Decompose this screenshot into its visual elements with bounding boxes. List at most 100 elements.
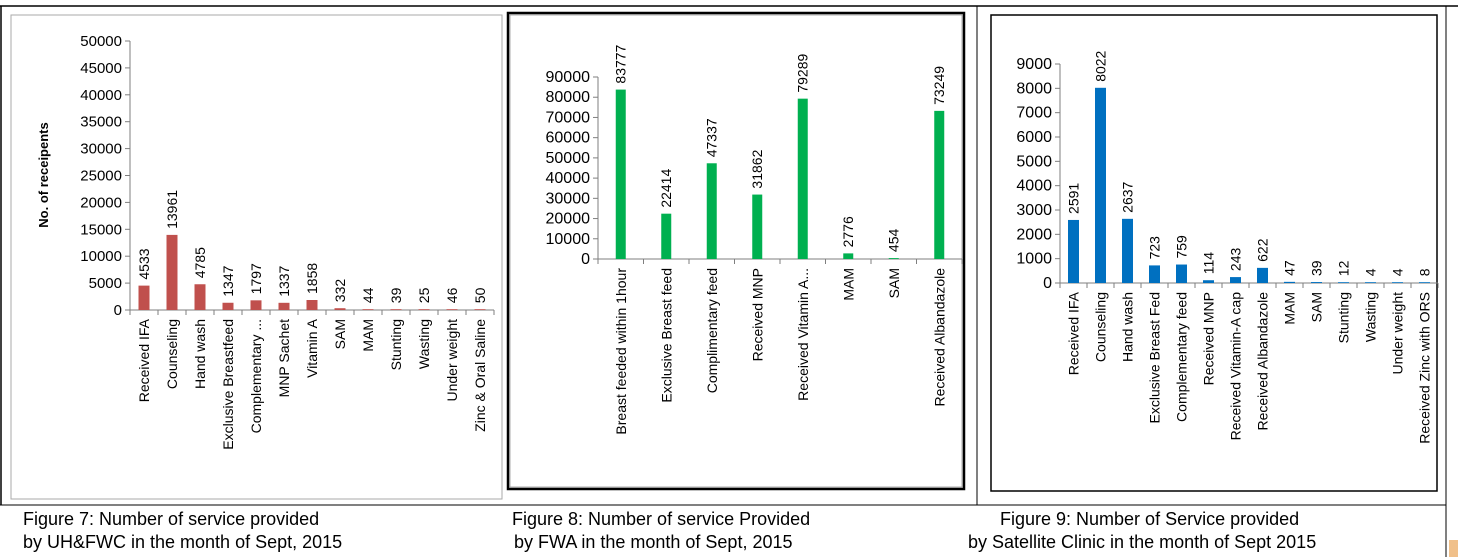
data-label: 31862 bbox=[749, 149, 765, 188]
bar bbox=[1284, 281, 1295, 283]
bar bbox=[1230, 277, 1241, 283]
data-label: 4533 bbox=[136, 248, 152, 279]
category-label: Under weight bbox=[444, 319, 460, 402]
data-label: 4785 bbox=[192, 247, 208, 278]
y-tick-label: 30000 bbox=[546, 190, 591, 207]
corner-mark bbox=[1449, 540, 1458, 557]
category-label: Stunting bbox=[1336, 292, 1352, 343]
y-tick-label: 10000 bbox=[546, 231, 591, 248]
bar bbox=[1365, 282, 1376, 283]
bar bbox=[1068, 219, 1079, 283]
bar bbox=[1095, 87, 1106, 283]
category-label: Received Vitamin A... bbox=[795, 268, 811, 401]
y-tick-label: 5000 bbox=[1016, 153, 1052, 170]
bar bbox=[166, 234, 178, 310]
bar bbox=[1257, 267, 1268, 283]
category-label: Received Albandazole bbox=[1255, 292, 1271, 431]
bar bbox=[1311, 282, 1322, 283]
data-label: 13961 bbox=[164, 190, 180, 229]
figure-7-caption-line-2: by UH&FWC in the month of Sept, 2015 bbox=[23, 532, 343, 552]
y-tick-label: 45000 bbox=[80, 60, 122, 77]
bar bbox=[843, 253, 854, 259]
bar bbox=[752, 194, 763, 259]
y-tick-label: 25000 bbox=[80, 168, 122, 185]
category-label: Complimentary feed bbox=[704, 268, 720, 393]
data-label: 723 bbox=[1147, 236, 1163, 260]
y-tick-label: 9000 bbox=[1016, 56, 1052, 73]
bar bbox=[888, 258, 899, 259]
data-label: 39 bbox=[1309, 260, 1325, 276]
category-label: Received Vitamin-A cap bbox=[1228, 292, 1244, 441]
y-tick-label: 1000 bbox=[1016, 251, 1052, 268]
category-label: MNP Sachet bbox=[276, 319, 292, 397]
category-label: Exclusive Breast feed bbox=[658, 268, 674, 403]
data-label: 622 bbox=[1255, 238, 1271, 262]
category-label: SAM bbox=[886, 268, 902, 298]
bar bbox=[661, 213, 672, 259]
data-label: 8 bbox=[1417, 268, 1433, 276]
data-label: 2637 bbox=[1120, 181, 1136, 212]
data-label: 4 bbox=[1363, 268, 1379, 276]
data-label: 79289 bbox=[795, 54, 811, 93]
bar bbox=[934, 110, 945, 260]
data-label: 759 bbox=[1174, 235, 1190, 259]
figure-8-caption-line-2: by FWA in the month of Sept, 2015 bbox=[514, 532, 793, 552]
y-tick-label: 4000 bbox=[1016, 178, 1052, 195]
category-label: Received IFA bbox=[1066, 291, 1082, 375]
bar bbox=[1203, 280, 1214, 283]
y-tick-label: 40000 bbox=[546, 170, 591, 187]
data-label: 22414 bbox=[658, 169, 674, 208]
bar bbox=[222, 302, 234, 310]
y-tick-label: 40000 bbox=[80, 87, 122, 104]
category-label: SAM bbox=[332, 319, 348, 349]
y-tick-label: 90000 bbox=[546, 69, 591, 86]
y-tick-label: 7000 bbox=[1016, 105, 1052, 122]
category-label: Received Albandazole bbox=[931, 268, 947, 407]
category-label: Complementary feed bbox=[1174, 292, 1190, 422]
figure-8-caption: Figure 8: Number of service Provided by … bbox=[512, 508, 810, 554]
category-label: MAM bbox=[360, 319, 376, 352]
y-tick-label: 6000 bbox=[1016, 129, 1052, 146]
category-label: Received Zinc with ORS bbox=[1417, 292, 1433, 444]
category-label: Counseling bbox=[164, 319, 180, 389]
data-label: 46 bbox=[444, 287, 460, 303]
y-tick-label: 50000 bbox=[80, 33, 122, 50]
bar bbox=[418, 309, 430, 310]
category-label: Hand wash bbox=[192, 319, 208, 389]
bar bbox=[706, 163, 717, 259]
category-label: Zinc & Oral Saline bbox=[472, 319, 488, 432]
data-label: 8022 bbox=[1093, 50, 1109, 81]
y-tick-label: 0 bbox=[114, 302, 122, 319]
bar bbox=[1419, 282, 1430, 283]
data-label: 73249 bbox=[931, 66, 947, 105]
data-label: 1347 bbox=[220, 265, 236, 296]
data-label: 2591 bbox=[1066, 183, 1082, 214]
category-label: Breast feeded within 1hour bbox=[613, 268, 629, 435]
data-label: 454 bbox=[886, 229, 902, 253]
figure-9-caption: Figure 9: Number of Service provided by … bbox=[968, 508, 1316, 554]
figure-9-caption-line-2: by Satellite Clinic in the month of Sept… bbox=[968, 532, 1317, 552]
y-tick-label: 2000 bbox=[1016, 226, 1052, 243]
bar bbox=[362, 309, 374, 310]
y-tick-label: 3000 bbox=[1016, 202, 1052, 219]
category-label: Received MNP bbox=[749, 268, 765, 361]
bar bbox=[1392, 282, 1403, 283]
bar bbox=[390, 309, 402, 310]
data-label: 243 bbox=[1228, 248, 1244, 272]
figure-8-caption-line-1: Figure 8: Number of service Provided bbox=[512, 509, 811, 529]
category-label: Hand wash bbox=[1120, 292, 1136, 362]
category-label: Received MNP bbox=[1201, 292, 1217, 385]
bar bbox=[278, 302, 290, 310]
data-label: 4 bbox=[1390, 268, 1406, 276]
y-tick-label: 5000 bbox=[89, 275, 122, 292]
data-label: 83777 bbox=[613, 44, 629, 83]
y-axis-label: No. of receipents bbox=[36, 122, 51, 227]
y-tick-label: 70000 bbox=[546, 109, 591, 126]
y-tick-label: 30000 bbox=[80, 141, 122, 158]
y-tick-label: 0 bbox=[1043, 275, 1052, 292]
data-label: 47337 bbox=[704, 118, 720, 157]
data-label: 332 bbox=[332, 279, 348, 303]
